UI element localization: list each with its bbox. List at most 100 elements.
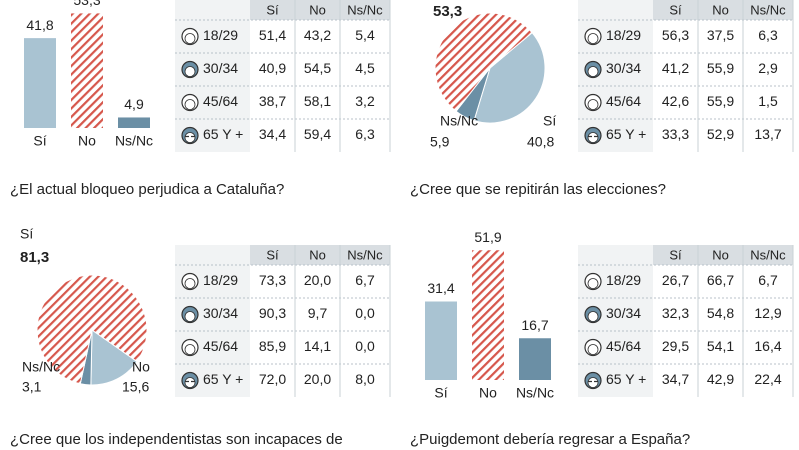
table-cell: 6,7 <box>355 272 375 288</box>
table-header-bg <box>250 0 390 20</box>
row-label: 45/64 <box>606 338 641 354</box>
table-cell: 20,0 <box>304 272 331 288</box>
icon-face <box>587 344 599 355</box>
table-cell: 6,3 <box>355 126 375 142</box>
table-header-bg <box>250 245 390 265</box>
table-cell: 1,5 <box>758 93 778 109</box>
table-cell: 34,4 <box>259 126 286 142</box>
age-icon <box>584 371 602 390</box>
value-label: 5,9 <box>430 134 450 150</box>
age-icon <box>181 27 199 46</box>
value-label: 40,8 <box>527 134 554 150</box>
table-cell: 6,7 <box>758 272 778 288</box>
table-cell: 3,2 <box>355 93 375 109</box>
value-label: 15,6 <box>122 379 149 395</box>
age-icon <box>181 338 199 357</box>
table-header: No <box>712 247 729 262</box>
icon-face <box>184 99 196 110</box>
category-label: Ns/Nc <box>22 359 60 375</box>
table-cell: 51,4 <box>259 27 286 43</box>
table-cell: 0,0 <box>355 338 375 354</box>
category-label: Sí <box>434 385 447 401</box>
age-icon <box>181 93 199 112</box>
table-header: Sí <box>266 2 279 17</box>
pie-slice <box>434 12 533 112</box>
table-header-bg <box>653 0 793 20</box>
table-cell: 22,4 <box>754 371 781 387</box>
table-cell: 43,2 <box>304 27 331 43</box>
category-label: Ns/Nc <box>516 385 554 401</box>
table-header: Ns/Nc <box>750 247 786 262</box>
icon-face <box>184 33 196 44</box>
value-label: 4,9 <box>124 96 144 112</box>
value-label: 31,4 <box>427 280 454 296</box>
icon-face <box>587 132 599 143</box>
table-cell: 13,7 <box>754 126 781 142</box>
age-icon <box>181 60 199 79</box>
table-cell: 9,7 <box>308 305 328 321</box>
age-icon <box>584 305 602 324</box>
table-cell: 26,7 <box>662 272 689 288</box>
bar <box>24 38 56 128</box>
row-label: 65 Y + <box>203 371 243 387</box>
row-label: 18/29 <box>203 272 238 288</box>
table-cell: 56,3 <box>662 27 689 43</box>
icon-face <box>587 311 599 322</box>
table-cell: 38,7 <box>259 93 286 109</box>
icon-face <box>587 377 599 388</box>
table-cell: 59,4 <box>304 126 331 142</box>
bar <box>472 250 504 380</box>
table-cell: 34,7 <box>662 371 689 387</box>
category-label: No <box>479 385 497 401</box>
table-header: No <box>309 247 326 262</box>
table-cell: 54,8 <box>707 305 734 321</box>
table-cell: 55,9 <box>707 60 734 76</box>
age-icon <box>584 126 602 145</box>
table-header: No <box>309 2 326 17</box>
row-label: 65 Y + <box>606 371 646 387</box>
pie-slice <box>90 329 138 386</box>
age-icon <box>584 27 602 46</box>
icon-face <box>587 99 599 110</box>
row-label: 45/64 <box>606 93 641 109</box>
table-cell: 58,1 <box>304 93 331 109</box>
question: ¿El actual bloqueo perjudica a Cataluña? <box>10 181 284 198</box>
age-icon <box>181 272 199 291</box>
age-icon <box>584 93 602 112</box>
row-label: 65 Y + <box>606 126 646 142</box>
age-icon <box>584 60 602 79</box>
table-header: Sí <box>266 247 279 262</box>
category-label: No <box>132 359 150 375</box>
category-label: Sí <box>543 113 556 129</box>
icon-face <box>184 377 196 388</box>
icon-face <box>587 33 599 44</box>
table-cell: 12,9 <box>754 305 781 321</box>
table-cell: 32,3 <box>662 305 689 321</box>
category-label: Ns/Nc <box>115 133 153 149</box>
category-label: Sí <box>20 226 33 242</box>
table-cell: 54,5 <box>304 60 331 76</box>
table-cell: 66,7 <box>707 272 734 288</box>
icon-face <box>587 66 599 77</box>
table-cell: 85,9 <box>259 338 286 354</box>
bar <box>118 117 150 128</box>
table-cell: 37,5 <box>707 27 734 43</box>
table-cell: 41,2 <box>662 60 689 76</box>
table-header-bg <box>653 245 793 265</box>
table-header: Ns/Nc <box>347 2 383 17</box>
row-label: 30/34 <box>203 305 238 321</box>
icon-face <box>587 278 599 289</box>
value-label: 51,9 <box>474 229 501 245</box>
table-cell: 29,5 <box>662 338 689 354</box>
row-label: 30/34 <box>606 60 641 76</box>
table-cell: 6,3 <box>758 27 778 43</box>
table-cell: 5,4 <box>355 27 375 43</box>
row-label: 45/64 <box>203 93 238 109</box>
table-cell: 73,3 <box>259 272 286 288</box>
table-cell: 0,0 <box>355 305 375 321</box>
row-label: 18/29 <box>606 27 641 43</box>
icon-face <box>184 278 196 289</box>
row-label: 45/64 <box>203 338 238 354</box>
category-label: Sí <box>33 133 46 149</box>
